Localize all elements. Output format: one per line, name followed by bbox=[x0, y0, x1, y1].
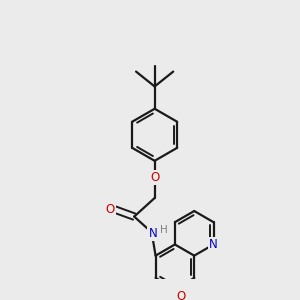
Text: H: H bbox=[160, 225, 168, 235]
Text: O: O bbox=[150, 171, 159, 184]
Text: N: N bbox=[209, 238, 218, 251]
Text: O: O bbox=[177, 290, 186, 300]
Text: O: O bbox=[105, 203, 115, 216]
Text: N: N bbox=[148, 227, 157, 240]
